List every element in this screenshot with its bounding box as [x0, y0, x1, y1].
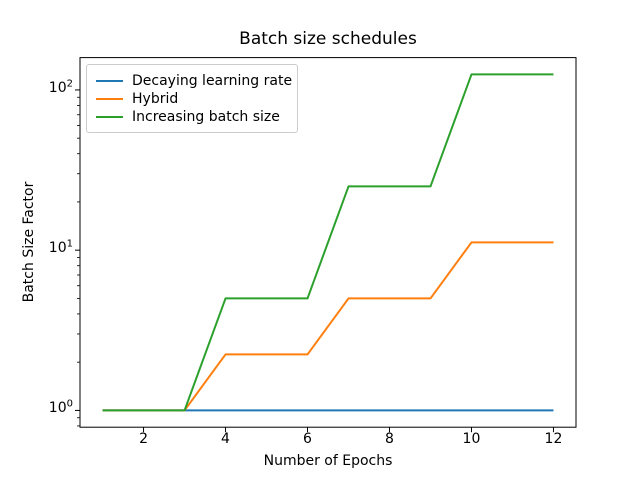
- y-axis-label: Batch Size Factor: [21, 181, 37, 303]
- x-tick-label: 12: [544, 431, 563, 447]
- legend-line-sample: [96, 115, 123, 118]
- series-line: [102, 73, 554, 412]
- x-axis-label: Number of Epochs: [263, 453, 393, 469]
- axes-frame: [79, 57, 577, 428]
- x-tick-label: 2: [139, 431, 148, 447]
- legend-line-sample: [96, 97, 123, 100]
- legend-entry: Decaying learning rate: [96, 72, 292, 89]
- y-tick-label: 100: [48, 398, 73, 417]
- y-tick-label: 101: [48, 238, 73, 257]
- x-tick-label: 8: [385, 431, 394, 447]
- x-tick-label: 10: [462, 431, 481, 447]
- legend-label: Increasing batch size: [132, 108, 280, 125]
- legend: Decaying learning rate Hybrid Increasing b…: [86, 64, 298, 133]
- x-tick-label: 4: [221, 431, 230, 447]
- legend-line-sample: [96, 79, 123, 82]
- x-tick-label: 6: [303, 431, 312, 447]
- legend-label: Decaying learning rate: [132, 72, 293, 89]
- chart-title: Batch size schedules: [239, 29, 417, 49]
- y-tick-label: 102: [48, 78, 73, 96]
- legend-label: Hybrid: [132, 90, 179, 107]
- legend-entry: Hybrid: [96, 90, 288, 107]
- legend-entry: Increasing batch size: [96, 108, 288, 125]
- series-line: [102, 241, 554, 412]
